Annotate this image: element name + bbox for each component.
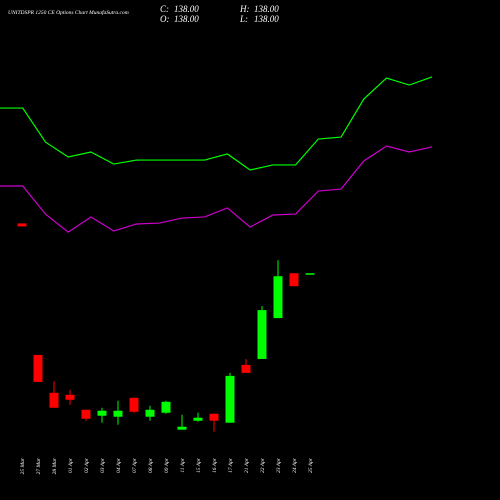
x-tick-label: 25 Mar bbox=[20, 457, 26, 474]
candle-body bbox=[161, 401, 171, 413]
indicator-line bbox=[0, 76, 433, 171]
candle-body bbox=[193, 417, 203, 421]
ohlc-value: 138.00 bbox=[254, 4, 279, 14]
candle-body bbox=[113, 410, 123, 417]
candle-body bbox=[81, 409, 91, 419]
x-tick-label: 16 Apr bbox=[212, 457, 218, 473]
x-tick-label: 03 Apr bbox=[100, 457, 106, 473]
x-tick-label: 21 Apr bbox=[244, 457, 250, 473]
candle-body bbox=[145, 409, 155, 417]
chart-title: UNITDSPR 1250 CE Options Chart MunafaSut… bbox=[8, 9, 129, 16]
ohlc-label: C: bbox=[160, 4, 169, 14]
candle-body bbox=[17, 223, 27, 227]
x-tick-label: 27 Mar bbox=[36, 457, 42, 474]
candle-body bbox=[65, 394, 75, 400]
ohlc-label: O: bbox=[160, 14, 170, 24]
x-tick-label: 02 Apr bbox=[84, 457, 90, 473]
candle-body bbox=[289, 273, 299, 287]
candle-body bbox=[129, 397, 139, 412]
x-tick-label: 23 Apr bbox=[276, 457, 282, 473]
x-tick-label: 25 Apr bbox=[308, 457, 314, 473]
ohlc-value: 138.00 bbox=[254, 14, 279, 24]
x-tick-label: 28 Mar bbox=[52, 457, 58, 474]
candle-body bbox=[97, 410, 107, 416]
x-tick-label: 07 Apr bbox=[132, 457, 138, 473]
candle-body bbox=[209, 413, 219, 421]
candle-body bbox=[225, 375, 235, 423]
x-tick-label: 22 Apr bbox=[260, 457, 266, 473]
x-tick-label: 09 Apr bbox=[164, 457, 170, 473]
x-tick-label: 04 Apr bbox=[115, 457, 122, 473]
x-tick-label: 11 Apr bbox=[180, 457, 186, 472]
ohlc-value: 138.00 bbox=[174, 4, 199, 14]
x-tick-label: 08 Apr bbox=[148, 457, 154, 473]
x-tick-label: 15 Apr bbox=[196, 457, 202, 473]
candle-body bbox=[273, 276, 283, 319]
x-tick-label: 17 Apr bbox=[228, 457, 234, 473]
candle-body bbox=[33, 354, 43, 382]
ohlc-value: 138.00 bbox=[174, 14, 199, 24]
candle-body bbox=[177, 426, 187, 430]
x-tick-label: 01 Apr bbox=[68, 457, 74, 473]
indicator-line bbox=[0, 145, 433, 233]
ohlc-label: H: bbox=[239, 4, 250, 14]
candle-body bbox=[49, 392, 59, 408]
candle-body bbox=[257, 310, 267, 359]
candle-body bbox=[241, 364, 251, 373]
ohlc-label: L: bbox=[239, 14, 248, 24]
candle-body bbox=[305, 273, 315, 275]
x-tick-label: 24 Apr bbox=[291, 457, 298, 473]
